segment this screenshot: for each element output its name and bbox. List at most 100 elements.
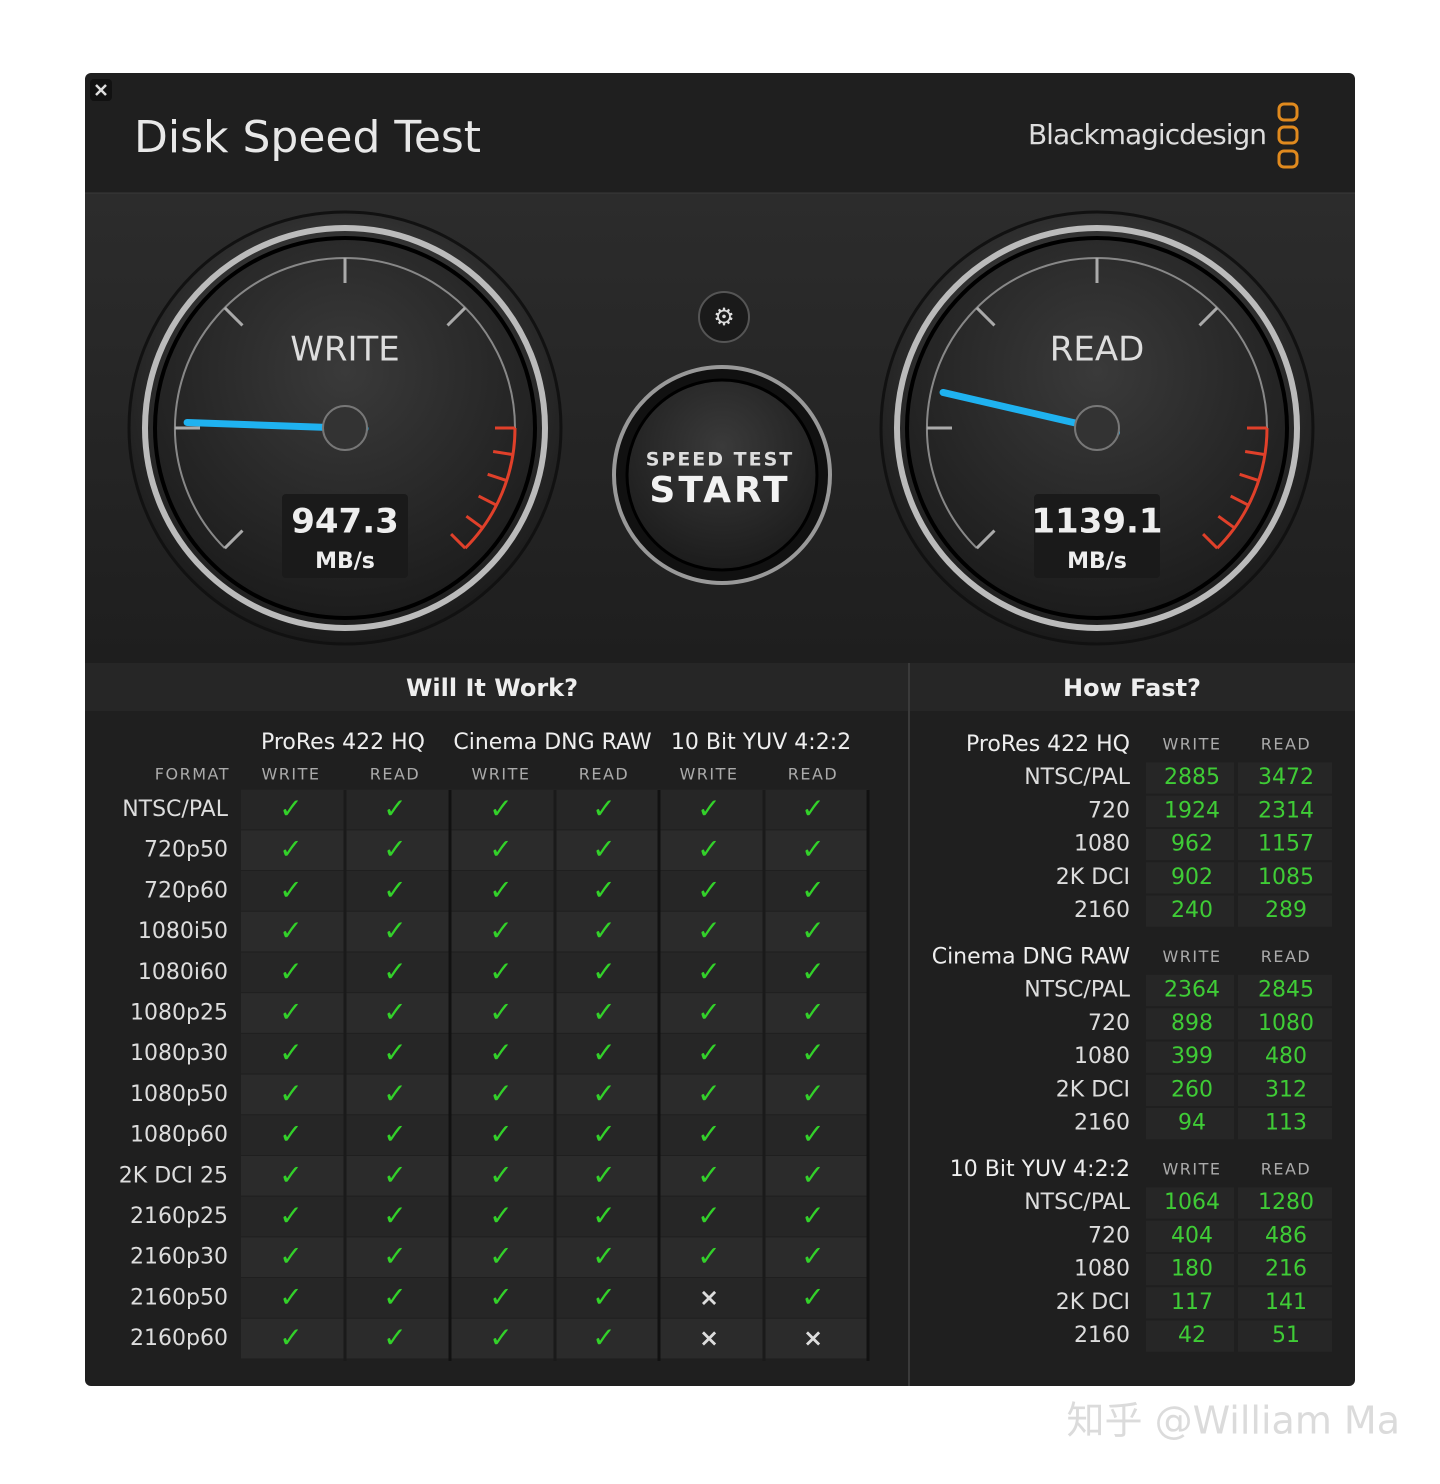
check-mark: ✓ xyxy=(697,914,720,947)
check-mark: ✓ xyxy=(592,873,615,906)
check-mark: ✓ xyxy=(279,792,302,825)
value-cell xyxy=(1238,1287,1332,1319)
column-header: READ xyxy=(788,765,839,784)
check-mark: ✓ xyxy=(697,833,720,866)
check-mark: ✓ xyxy=(801,1199,824,1232)
check-mark: ✓ xyxy=(592,996,615,1029)
check-mark: ✓ xyxy=(279,1199,302,1232)
check-mark: ✓ xyxy=(592,792,615,825)
check-mark: ✓ xyxy=(801,1280,824,1313)
column-header: WRITE xyxy=(261,765,320,784)
settings-button[interactable] xyxy=(698,291,750,343)
check-mark: ✓ xyxy=(279,914,302,947)
value-cell xyxy=(1238,1008,1332,1040)
value-cell xyxy=(1238,762,1332,794)
read-speed: 216 xyxy=(1265,1257,1307,1282)
check-mark: ✓ xyxy=(383,1158,406,1191)
check-mark: ✓ xyxy=(279,873,302,906)
value-cell xyxy=(1146,1041,1234,1073)
format-label: NTSC/PAL xyxy=(1024,978,1131,1003)
check-mark: ✓ xyxy=(801,792,824,825)
check-mark: ✓ xyxy=(383,1077,406,1110)
codec-name: ProRes 422 HQ xyxy=(966,732,1130,757)
start-label: START xyxy=(649,470,790,511)
value-cell xyxy=(1238,974,1332,1007)
gauge-tick xyxy=(975,529,996,550)
gauge-red-tick xyxy=(1229,494,1250,507)
format-label: 1080i50 xyxy=(138,919,228,944)
check-mark: ✓ xyxy=(592,955,615,988)
write-speed: 1064 xyxy=(1164,1190,1220,1215)
read-speed: 1080 xyxy=(1258,1011,1314,1036)
value-cell xyxy=(1146,1187,1234,1219)
value-cell xyxy=(1146,1320,1234,1352)
format-label: 2160p50 xyxy=(130,1285,228,1310)
value-cell xyxy=(1238,862,1332,894)
check-mark: ✓ xyxy=(801,1240,824,1273)
column-header: WRITE xyxy=(679,765,738,784)
value-cell xyxy=(1238,1041,1332,1073)
write-speed: 1924 xyxy=(1164,798,1220,823)
value-cell xyxy=(1238,1074,1332,1107)
write-speed: 902 xyxy=(1171,865,1213,890)
check-mark: ✓ xyxy=(489,1199,512,1232)
value-cell xyxy=(1238,828,1332,861)
check-mark: ✓ xyxy=(489,914,512,947)
write-speed: 2885 xyxy=(1164,765,1220,790)
check-mark: ✓ xyxy=(697,996,720,1029)
read-speed: 51 xyxy=(1272,1323,1300,1348)
codec-name: 10 Bit YUV 4:2:2 xyxy=(950,1157,1130,1182)
read-speed: 113 xyxy=(1265,1111,1307,1136)
column-header: READ xyxy=(1261,735,1312,754)
check-mark: ✓ xyxy=(279,955,302,988)
value-cell xyxy=(1146,974,1234,1007)
gauge-ring xyxy=(894,225,1300,631)
codec-name: ProRes 422 HQ xyxy=(261,730,425,755)
check-mark: ✓ xyxy=(697,792,720,825)
check-mark: ✓ xyxy=(697,873,720,906)
codec-name: 10 Bit YUV 4:2:2 xyxy=(671,730,851,755)
check-mark: ✓ xyxy=(592,1158,615,1191)
value-cell xyxy=(1146,1008,1234,1040)
value-cell xyxy=(1146,762,1234,794)
format-label: 720p50 xyxy=(144,838,228,863)
format-label: 2K DCI xyxy=(1056,865,1130,890)
check-mark: ✓ xyxy=(489,955,512,988)
write-speed: 94 xyxy=(1178,1111,1206,1136)
brand-logo xyxy=(1277,102,1299,169)
read-speed: 289 xyxy=(1265,898,1307,923)
check-mark: ✓ xyxy=(592,1240,615,1273)
format-label: 1080p50 xyxy=(130,1082,228,1107)
check-mark: ✓ xyxy=(592,1321,615,1354)
gauge-red-tick xyxy=(1239,472,1260,482)
check-mark: ✓ xyxy=(383,955,406,988)
gauge-hub xyxy=(322,405,368,451)
check-mark: ✓ xyxy=(489,1158,512,1191)
check-mark: ✓ xyxy=(489,1321,512,1354)
gauge-red-tick xyxy=(477,494,498,507)
gauge-red-tick xyxy=(1217,514,1236,530)
check-mark: ✓ xyxy=(592,1036,615,1069)
gauge-tick xyxy=(446,306,467,327)
section-title: How Fast? xyxy=(1063,674,1201,702)
value-cell xyxy=(1146,862,1234,894)
format-label: 1080 xyxy=(1074,1257,1130,1282)
gauge-red-tick xyxy=(492,449,514,457)
check-mark: ✓ xyxy=(592,914,615,947)
gauge-redline xyxy=(1216,427,1269,550)
value-cell xyxy=(1238,1108,1332,1140)
gauge-label: READ xyxy=(1050,330,1145,370)
value-cell xyxy=(1238,1320,1332,1352)
format-label: 2K DCI 25 xyxy=(119,1163,228,1188)
check-mark: ✓ xyxy=(801,1118,824,1151)
read-speed: 486 xyxy=(1265,1223,1307,1248)
format-label: 2160p25 xyxy=(130,1204,228,1229)
settings-icon: ⚙ xyxy=(713,303,735,331)
value-cell xyxy=(1146,1287,1234,1319)
check-mark: ✓ xyxy=(383,1199,406,1232)
check-mark: ✓ xyxy=(489,1036,512,1069)
gauge-red-tick xyxy=(450,533,467,550)
format-label: 1080 xyxy=(1074,832,1130,857)
